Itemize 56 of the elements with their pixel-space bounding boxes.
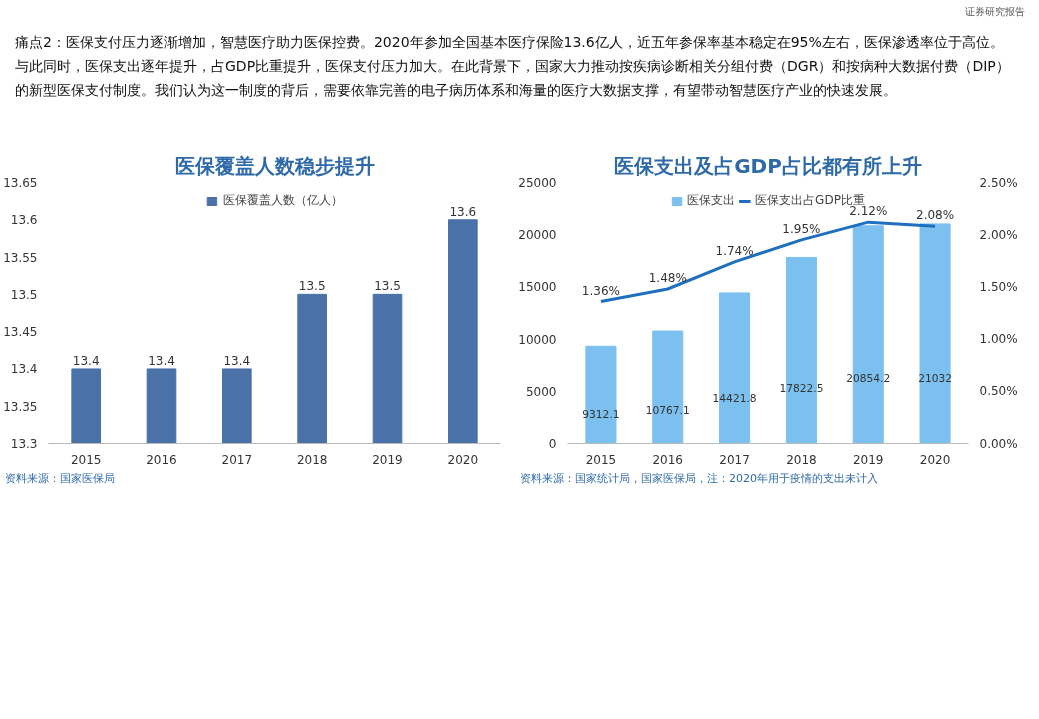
x-tick-label: 2020 — [919, 452, 951, 467]
data-label: 21032 — [918, 371, 953, 385]
y2-tick-label: 1.00% — [979, 332, 1018, 347]
text: 证券研究报告 — [965, 5, 1025, 19]
x-tick-label: 2015 — [70, 452, 102, 467]
data-label: 1.95% — [782, 221, 821, 236]
x-tick-label: 2018 — [296, 452, 328, 467]
y-tick-label: 13.5 — [10, 287, 38, 302]
legend-label: 医保支出 — [687, 192, 736, 209]
x-tick-label: 2016 — [146, 452, 177, 467]
bar — [585, 345, 617, 444]
data-label: 1.36% — [581, 283, 620, 298]
x-tick-label: 2020 — [447, 452, 479, 467]
y2-tick-label: 2.50% — [979, 175, 1018, 190]
y-tick-label: 13.55 — [3, 250, 38, 265]
y-tick-label: 13.3 — [10, 437, 38, 451]
y2-tick-label: 0.50% — [979, 384, 1018, 399]
text: 资料来源：国家统计局，国家医保局，注：2020年用于疫情的支出未计入 — [520, 471, 878, 487]
text: 痛点2：医保支付压力逐渐增加，智慧医疗助力医保控费。2020年参加全国基本医疗保险13.6亿人，近五年参保率基本稳定在95%左右，医保渗透率位于高位。与此同时，医保支出逐年提升，占GDP比重提升，医保支付压力加大。在此背景下，国家大力推动按疾病诊断相关分组付费（DGR）和按病种大数据付费（DIP）的新型医保支付制度。我们认为这一制度的背后，需要依靠完善的电子病历体系和海量的医疗大数据支撑，有望带动智慧医疗产业的快速发展。 — [15, 33, 1011, 100]
x-tick-label: 2017 — [221, 452, 253, 467]
x-tick-label: 2017 — [719, 452, 750, 467]
y-tick-label: 0 — [548, 437, 557, 451]
x-tick-label: 2018 — [786, 452, 817, 467]
x-tick-label: 2016 — [652, 452, 684, 467]
legend-label: 医保覆盖人数（亿人） — [222, 192, 343, 209]
y2-tick-label: 1.50% — [979, 279, 1018, 294]
chart-title: 医保覆盖人数稳步提升 — [174, 153, 375, 178]
y-tick-label: 13.4 — [10, 362, 38, 377]
bar — [919, 223, 951, 444]
data-label: 13.4 — [72, 353, 100, 368]
legend-label: 医保支出占GDP比重 — [755, 192, 865, 207]
y-tick-label: 13.35 — [3, 399, 38, 414]
y-tick-label: 20000 — [518, 228, 557, 243]
data-label: 1.74% — [715, 243, 754, 258]
y-tick-label: 10000 — [518, 332, 557, 347]
y-tick-label: 13.65 — [3, 176, 38, 190]
chart-title: 医保支出及占GDP占比都有所上升 — [614, 153, 922, 178]
data-label: 13.5 — [374, 279, 401, 294]
y-tick-label: 5000 — [525, 384, 557, 399]
data-label: 13.4 — [223, 353, 251, 368]
text: 资料来源：国家医保局 — [5, 471, 115, 487]
y-tick-label: 13.45 — [3, 325, 38, 340]
data-label: 1.48% — [648, 270, 687, 285]
y-tick-label: 25000 — [518, 176, 557, 190]
x-tick-label: 2019 — [852, 452, 884, 467]
y2-tick-label: 0.00% — [979, 436, 1018, 451]
data-label: 13.5 — [298, 279, 326, 294]
y-tick-label: 15000 — [518, 280, 557, 295]
x-tick-label: 2015 — [585, 452, 617, 467]
data-label: 13.4 — [148, 353, 175, 368]
y-tick-label: 13.6 — [10, 213, 38, 228]
y2-tick-label: 2.00% — [979, 227, 1018, 242]
x-tick-label: 2019 — [372, 452, 403, 467]
data-label: 13.6 — [449, 204, 477, 219]
data-label: 2.08% — [916, 208, 955, 223]
data-label: 2.12% — [849, 204, 888, 219]
